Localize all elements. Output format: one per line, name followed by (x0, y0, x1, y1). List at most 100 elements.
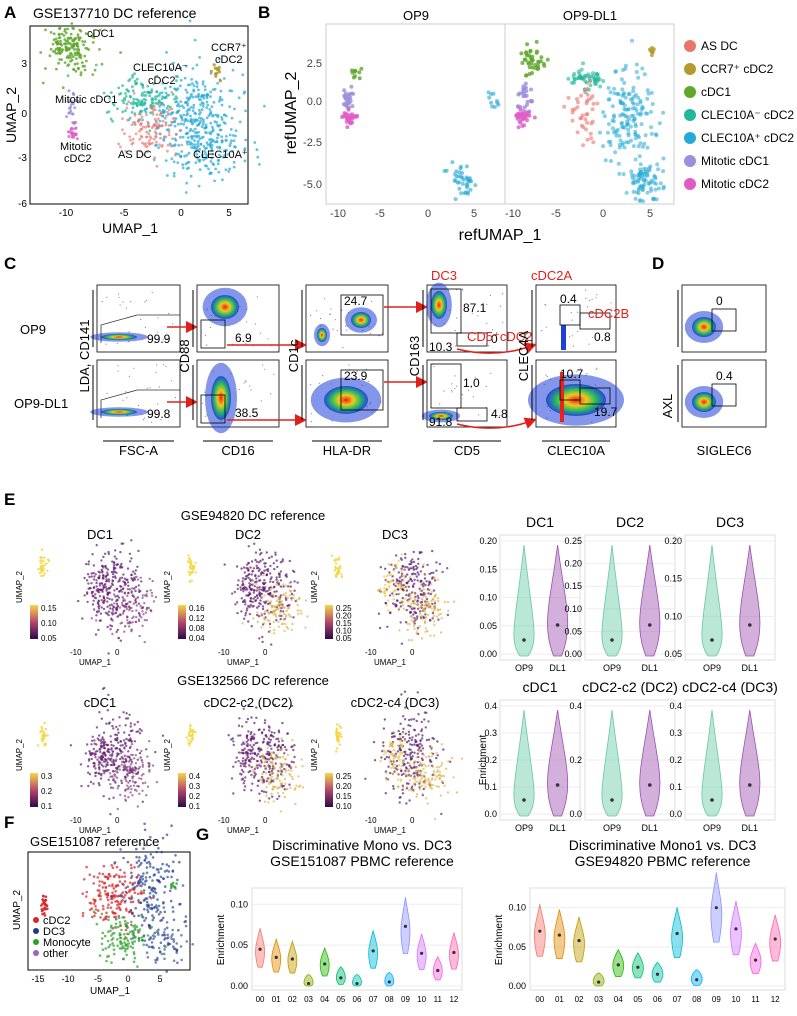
cell-point (127, 584, 130, 587)
cell-point (129, 908, 133, 912)
cell-point (256, 155, 260, 159)
cell-point (98, 734, 101, 737)
cell-point (520, 61, 525, 65)
cell-point (131, 794, 134, 797)
cell-point (416, 600, 419, 603)
cell-point (81, 911, 85, 915)
flow-event (157, 331, 159, 333)
cd5-gate (456, 407, 488, 422)
cell-point (142, 613, 145, 616)
cell-point (408, 718, 411, 722)
cell-point (393, 603, 397, 606)
cell-point (610, 104, 615, 109)
cell-point (379, 566, 382, 569)
cell-point (116, 787, 120, 790)
violin-y-tick: 0.10 (664, 611, 682, 621)
cell-point (125, 88, 129, 91)
gate-label: cDC2B (588, 306, 629, 321)
cell-point (139, 756, 142, 759)
cell-point (272, 620, 275, 624)
cell-point (350, 104, 355, 109)
cell-point (631, 89, 636, 94)
cell-point (279, 782, 282, 786)
cell-point (413, 751, 416, 754)
cell-point (244, 765, 247, 768)
cell-point (110, 757, 113, 760)
flow-event (474, 376, 476, 378)
flow-event (140, 318, 142, 321)
cell-point (532, 115, 537, 120)
cell-point (398, 735, 401, 739)
legend-label: Mitotic cDC2 (701, 177, 769, 191)
flow-event (499, 305, 502, 307)
cell-point (347, 118, 352, 123)
cell-point (133, 740, 137, 743)
cell-point (267, 764, 270, 767)
cell-point (426, 613, 430, 617)
cell-point (36, 744, 40, 747)
cell-point (518, 107, 523, 112)
cell-point (136, 578, 140, 581)
x-tick: -5 (120, 208, 129, 219)
flow-event (105, 343, 107, 345)
cell-point (138, 590, 141, 594)
cell-point (290, 775, 294, 778)
cell-point (242, 749, 245, 752)
cell-point (69, 51, 72, 55)
flow-event (256, 296, 258, 298)
cell-point (112, 762, 116, 766)
cell-point (121, 117, 124, 120)
cell-point (159, 910, 162, 914)
cell-point (529, 87, 534, 92)
cell-point (340, 575, 343, 579)
cell-point (619, 77, 624, 82)
cell-point (216, 115, 220, 118)
cell-point (101, 737, 104, 741)
cell-point (270, 555, 273, 558)
cell-point (293, 755, 296, 759)
cell-point (92, 608, 96, 611)
cell-point (431, 611, 435, 615)
cell-point (400, 765, 403, 768)
cell-point (402, 754, 406, 758)
cell-point (529, 61, 534, 66)
violin-y-tick: 0.0 (484, 809, 497, 819)
cell-point (123, 794, 127, 798)
cell-point (286, 607, 289, 610)
cell-point (92, 586, 96, 589)
cell-point (412, 591, 415, 594)
cell-point (287, 769, 290, 772)
cell-point (147, 923, 151, 927)
cell-point (288, 774, 292, 777)
cell-point (148, 885, 151, 889)
cell-point (67, 89, 71, 93)
cell-point (133, 723, 136, 726)
cell-point (584, 80, 589, 85)
cell-point (146, 84, 150, 88)
cell-point (94, 774, 97, 778)
panel-a-title: GSE137710 DC reference (33, 5, 197, 21)
cell-point (411, 767, 414, 770)
cell-point (350, 68, 354, 73)
cell-point (183, 120, 187, 123)
cell-point (335, 729, 338, 732)
cell-point (127, 100, 130, 104)
cell-point (111, 583, 115, 587)
cell-point (265, 791, 268, 794)
cell-point (269, 754, 273, 757)
cell-point (420, 551, 423, 554)
flow-event (249, 340, 251, 342)
cell-point (115, 630, 118, 634)
cell-point (188, 129, 192, 133)
cell-point (148, 875, 152, 879)
cell-point (177, 152, 180, 156)
cell-point (241, 580, 244, 583)
cell-point (141, 83, 145, 87)
cell-point (54, 37, 58, 41)
cell-point (337, 740, 340, 744)
colorbar-tick: 0.10 (41, 619, 57, 628)
cell-point (97, 739, 101, 742)
cell-point (639, 111, 643, 116)
cell-point (43, 572, 46, 575)
gate-label: CD5⁺cDC2 (467, 329, 532, 344)
